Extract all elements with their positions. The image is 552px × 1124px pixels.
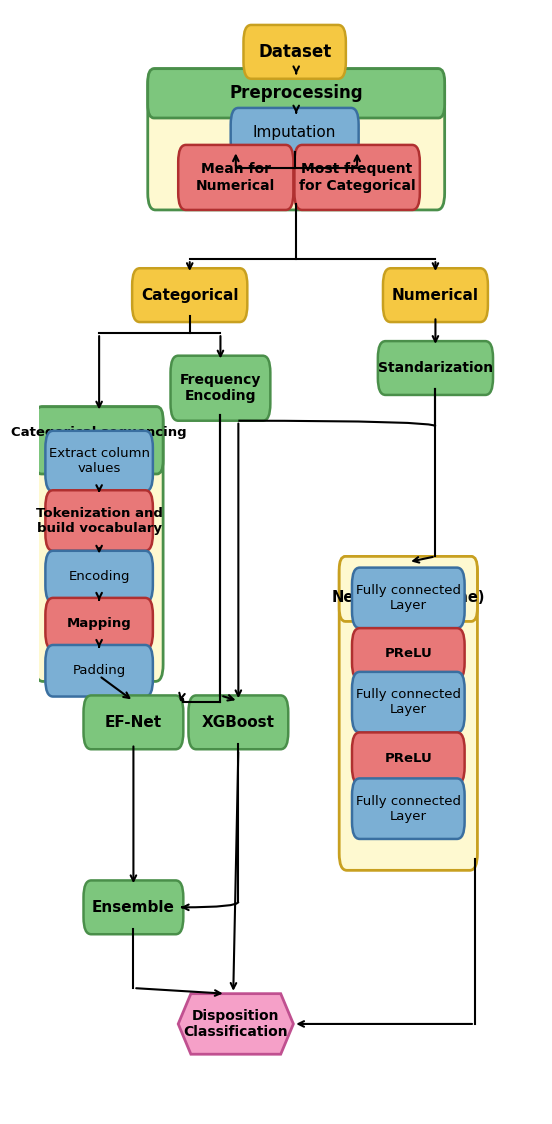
FancyBboxPatch shape xyxy=(339,556,477,622)
Polygon shape xyxy=(178,994,293,1054)
Text: Padding: Padding xyxy=(72,664,126,678)
FancyBboxPatch shape xyxy=(83,696,183,750)
FancyBboxPatch shape xyxy=(352,733,465,785)
FancyBboxPatch shape xyxy=(352,568,465,628)
Text: PReLU: PReLU xyxy=(384,647,432,661)
Text: Extract column
values: Extract column values xyxy=(49,447,150,475)
Text: PReLU: PReLU xyxy=(384,752,432,764)
FancyBboxPatch shape xyxy=(231,108,359,157)
FancyBboxPatch shape xyxy=(35,407,163,681)
FancyBboxPatch shape xyxy=(148,69,445,210)
Text: Standarization: Standarization xyxy=(378,361,493,375)
FancyBboxPatch shape xyxy=(378,341,493,395)
FancyBboxPatch shape xyxy=(45,598,153,650)
Text: Dataset: Dataset xyxy=(258,43,331,61)
Text: Mean for
Numerical: Mean for Numerical xyxy=(196,162,275,192)
FancyBboxPatch shape xyxy=(83,880,183,934)
FancyBboxPatch shape xyxy=(243,25,346,79)
FancyBboxPatch shape xyxy=(352,672,465,733)
Text: Mapping: Mapping xyxy=(67,617,131,631)
Text: Frequency
Encoding: Frequency Encoding xyxy=(180,373,261,404)
FancyBboxPatch shape xyxy=(339,556,477,870)
FancyBboxPatch shape xyxy=(45,430,153,491)
FancyBboxPatch shape xyxy=(188,696,288,750)
FancyBboxPatch shape xyxy=(45,551,153,602)
Text: EF-Net: EF-Net xyxy=(105,715,162,729)
FancyBboxPatch shape xyxy=(45,645,153,697)
Text: Imputation: Imputation xyxy=(253,125,336,140)
FancyBboxPatch shape xyxy=(178,145,293,210)
Text: XGBoost: XGBoost xyxy=(202,715,275,729)
Text: Numerical: Numerical xyxy=(392,288,479,302)
Text: Ensemble: Ensemble xyxy=(92,900,175,915)
Text: Encoding: Encoding xyxy=(68,570,130,583)
FancyBboxPatch shape xyxy=(148,69,445,118)
Text: Tokenization and
build vocabulary: Tokenization and build vocabulary xyxy=(36,507,162,535)
Text: Categorical: Categorical xyxy=(141,288,238,302)
FancyBboxPatch shape xyxy=(383,269,488,323)
Text: Fully connected
Layer: Fully connected Layer xyxy=(356,688,461,716)
FancyBboxPatch shape xyxy=(35,407,163,474)
FancyBboxPatch shape xyxy=(294,145,420,210)
Text: Preprocessing: Preprocessing xyxy=(230,84,363,102)
FancyBboxPatch shape xyxy=(171,355,270,420)
Text: Disposition
Classification: Disposition Classification xyxy=(183,1009,288,1039)
FancyBboxPatch shape xyxy=(352,628,465,680)
Text: Neural
Network(Baseline): Neural Network(Baseline) xyxy=(332,573,485,605)
Text: Fully connected
Layer: Fully connected Layer xyxy=(356,583,461,611)
FancyBboxPatch shape xyxy=(45,490,153,551)
Text: Categorical sequencing
preprocessing: Categorical sequencing preprocessing xyxy=(11,426,187,454)
Text: Most frequent
for Categorical: Most frequent for Categorical xyxy=(299,162,416,192)
FancyBboxPatch shape xyxy=(132,269,247,323)
Text: Fully connected
Layer: Fully connected Layer xyxy=(356,795,461,823)
FancyBboxPatch shape xyxy=(352,779,465,839)
